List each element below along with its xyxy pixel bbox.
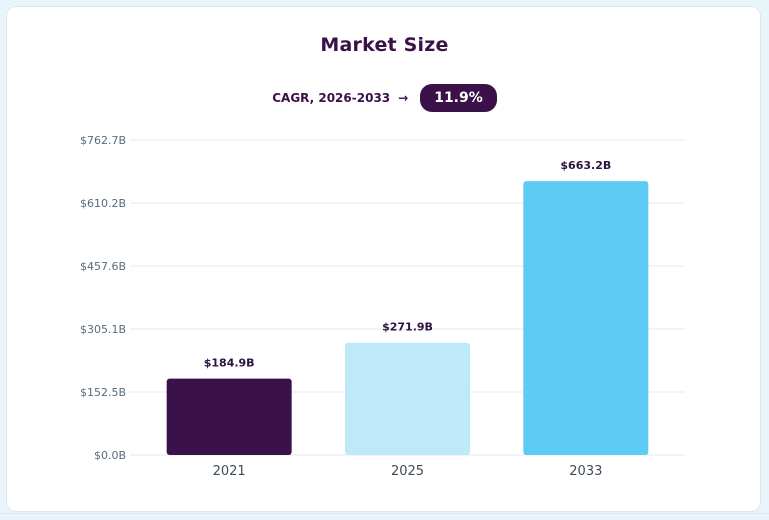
data-label: $663.2B bbox=[560, 159, 611, 172]
bar bbox=[166, 378, 292, 455]
x-tick-label: 2021 bbox=[213, 464, 246, 479]
data-label: $271.9B bbox=[382, 321, 433, 334]
data-labels: $184.9B $271.9B $663.2B bbox=[204, 159, 612, 370]
x-axis-ticks: 2021 2025 2033 bbox=[213, 464, 603, 479]
bottom-divider bbox=[0, 513, 769, 514]
data-label: $184.9B bbox=[204, 357, 255, 370]
y-tick-label: $305.1B bbox=[80, 323, 126, 336]
x-tick-label: 2033 bbox=[569, 464, 602, 479]
y-tick-label: $762.7B bbox=[80, 134, 126, 147]
x-tick-label: 2025 bbox=[391, 464, 424, 479]
cagr-row: CAGR, 2026-2033 → 11.9% bbox=[0, 82, 769, 114]
bar bbox=[345, 342, 470, 455]
y-tick-label: $610.2B bbox=[80, 197, 126, 210]
bar bbox=[523, 181, 649, 455]
cagr-label: CAGR, 2026-2033 bbox=[272, 91, 391, 105]
y-tick-label: $0.0B bbox=[94, 449, 126, 462]
y-axis-ticks: $0.0B $152.5B $305.1B $457.6B $610.2B $762.7B bbox=[80, 134, 126, 462]
chart-title: Market Size bbox=[320, 34, 449, 56]
y-tick-label: $457.6B bbox=[80, 260, 126, 273]
arrow-right-icon: → bbox=[398, 91, 409, 105]
cagr-value-badge: 11.9% bbox=[420, 84, 497, 112]
bars bbox=[166, 181, 649, 455]
y-tick-label: $152.5B bbox=[80, 386, 126, 399]
